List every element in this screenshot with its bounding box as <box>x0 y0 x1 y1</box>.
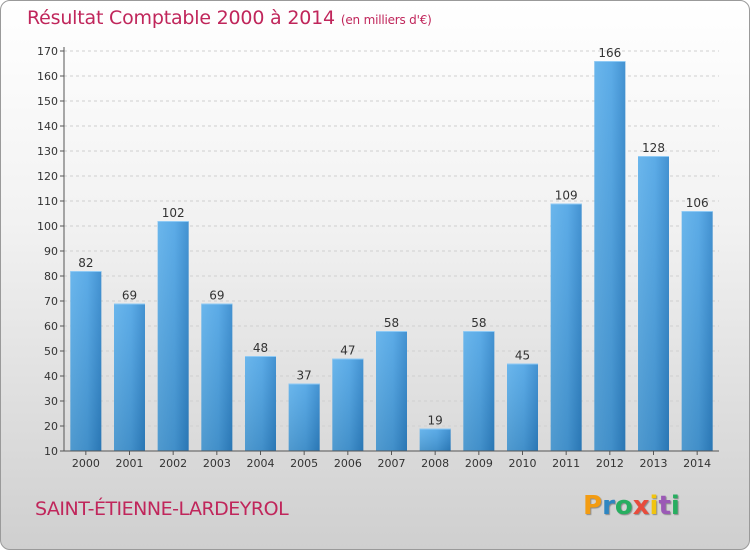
bar-shade-2001 <box>114 303 145 451</box>
chart-title: Résultat Comptable 2000 à 2014 (en millie… <box>27 7 432 29</box>
y-tick-label: 110 <box>37 195 58 208</box>
y-tick-label: 150 <box>37 95 58 108</box>
bar-shade-2013 <box>638 156 669 451</box>
bar-shade-2004 <box>245 356 276 451</box>
value-label-2008: 19 <box>428 414 443 428</box>
proxiti-logo: Proxiti <box>583 491 680 521</box>
bar-shade-2006 <box>332 358 364 451</box>
x-tick-label-2006: 2006 <box>334 457 362 470</box>
bar-shade-2012 <box>594 61 626 451</box>
value-label-2006: 47 <box>340 344 355 358</box>
logo-letter: x <box>632 491 650 521</box>
value-label-2012: 166 <box>598 46 621 60</box>
value-label-2005: 37 <box>297 369 312 383</box>
y-tick-label: 50 <box>44 345 58 358</box>
bar-layer: 82 69 102 69 48 37 47 58 19 58 45 109 166 128 106 <box>70 46 713 451</box>
y-tick-label: 10 <box>44 445 58 458</box>
bar-shade-2005 <box>288 383 320 451</box>
x-tick-label-2010: 2010 <box>509 457 537 470</box>
bar-shade-2010 <box>507 363 538 451</box>
x-tick-label-2011: 2011 <box>552 457 580 470</box>
y-tick-label: 90 <box>44 245 58 258</box>
chart-title-text: Résultat Comptable 2000 à 2014 <box>27 7 335 29</box>
y-tick-label: 30 <box>44 395 58 408</box>
x-tick-label-2009: 2009 <box>465 457 493 470</box>
bar-shade-2011 <box>550 203 582 451</box>
x-tick-label-2008: 2008 <box>421 457 449 470</box>
bar-shade-2000 <box>70 271 102 451</box>
y-tick-label: 160 <box>37 70 58 83</box>
bar-shade-2007 <box>376 331 407 451</box>
x-tick-label-2005: 2005 <box>290 457 318 470</box>
value-label-2001: 69 <box>122 289 137 303</box>
bar-shade-2014 <box>681 211 713 451</box>
y-tick-label: 140 <box>37 120 58 133</box>
value-label-2014: 106 <box>686 196 709 210</box>
value-label-2003: 69 <box>209 289 224 303</box>
y-tick-label: 70 <box>44 295 58 308</box>
value-label-2011: 109 <box>555 189 578 203</box>
x-tick-label-2007: 2007 <box>378 457 406 470</box>
y-tick-label: 60 <box>44 320 58 333</box>
y-tick-label: 170 <box>37 45 58 58</box>
value-label-2007: 58 <box>384 316 399 330</box>
logo-letter: t <box>658 491 671 521</box>
y-tick-label: 100 <box>37 220 58 233</box>
value-label-2010: 45 <box>515 349 530 363</box>
x-tick-label-2014: 2014 <box>683 457 711 470</box>
y-tick-label: 20 <box>44 420 58 433</box>
x-tick-label-2004: 2004 <box>247 457 275 470</box>
logo-letter: P <box>583 491 603 521</box>
chart-subtitle: (en milliers d'€) <box>340 13 432 27</box>
logo-letter: r <box>602 491 615 521</box>
value-label-2002: 102 <box>162 206 185 220</box>
y-tick-label: 120 <box>37 170 58 183</box>
y-tick-label: 40 <box>44 370 58 383</box>
x-tick-label-2000: 2000 <box>72 457 100 470</box>
value-label-2013: 128 <box>642 141 665 155</box>
logo-letter: o <box>614 491 633 521</box>
bar-shade-2003 <box>201 303 233 451</box>
y-tick-label: 130 <box>37 145 58 158</box>
x-tick-label-2001: 2001 <box>116 457 144 470</box>
bar-shade-2002 <box>157 221 189 451</box>
bar-shade-2008 <box>419 428 451 451</box>
axis-layer: 10 20 30 40 50 60 70 80 90 100 110 120 130 140 150 160 1… <box>37 45 719 470</box>
logo-letter: i <box>649 491 659 521</box>
value-label-2009: 58 <box>471 316 486 330</box>
x-tick-label-2013: 2013 <box>640 457 668 470</box>
value-label-2004: 48 <box>253 341 268 355</box>
x-tick-label-2002: 2002 <box>159 457 187 470</box>
logo-letter: i <box>670 491 680 521</box>
value-label-2000: 82 <box>78 256 93 270</box>
x-tick-label-2012: 2012 <box>596 457 624 470</box>
commune-name: SAINT-ÉTIENNE-LARDEYROL <box>35 498 289 520</box>
bar-shade-2009 <box>463 331 495 451</box>
x-tick-label-2003: 2003 <box>203 457 231 470</box>
y-tick-label: 80 <box>44 270 58 283</box>
